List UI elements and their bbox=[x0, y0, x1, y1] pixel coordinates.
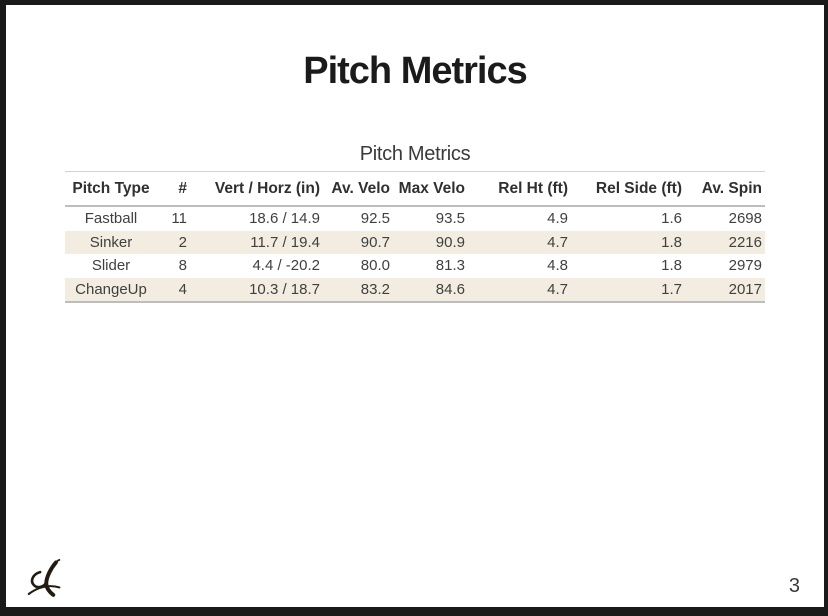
cell-vert-horz: 10.3 / 18.7 bbox=[190, 277, 323, 303]
script-a-logo-icon bbox=[27, 559, 61, 597]
cell-av-velo: 90.7 bbox=[360, 233, 390, 251]
cell-max-velo: 90.9 bbox=[435, 233, 465, 251]
cell-count: 4 bbox=[160, 277, 190, 303]
cell-av-spin: 2216 bbox=[728, 233, 762, 251]
page-number: 3 bbox=[788, 575, 800, 597]
slide-page: Pitch Metrics Pitch Metrics Pitch Type #… bbox=[6, 5, 824, 607]
cell-rel-side: 1.6 bbox=[661, 210, 682, 228]
cell-vert-horz: 4.4 / -20.2 bbox=[252, 257, 320, 275]
column-header-count: # bbox=[160, 171, 190, 207]
cell-rel-side: 1.8 bbox=[661, 233, 682, 251]
cell-vert-horz: 11.7 / 19.4 bbox=[250, 233, 320, 251]
cell-av-spin: 2017 bbox=[685, 277, 765, 303]
column-header-rel-ht: Rel Ht (ft) bbox=[468, 171, 571, 207]
table-row-sinker: Sinker 2 11.7 / 19.4 90.7 90.9 4.7 1.8 2… bbox=[65, 230, 765, 254]
column-header-av-velo: Av. Velo bbox=[323, 171, 393, 207]
column-header-pitch-type: Pitch Type bbox=[65, 171, 160, 207]
cell-pitch-type: ChangeUp bbox=[65, 277, 160, 303]
column-header-av-spin: Av. Spin bbox=[685, 171, 765, 207]
table-body: Fastball 11 18.6 / 14.9 92.5 93.5 4.9 1.… bbox=[65, 206, 765, 303]
cell-rel-ht: 4.9 bbox=[547, 210, 568, 228]
cell-vert-horz: 18.6 / 14.9 bbox=[249, 210, 320, 228]
cell-max-velo: 84.6 bbox=[393, 277, 468, 303]
cell-rel-ht: 4.8 bbox=[547, 257, 568, 275]
cell-rel-ht: 4.7 bbox=[468, 277, 571, 303]
cell-max-velo: 81.3 bbox=[435, 257, 465, 275]
table-row-fastball: Fastball 11 18.6 / 14.9 92.5 93.5 4.9 1.… bbox=[65, 206, 765, 231]
table-caption: Pitch Metrics bbox=[359, 143, 471, 165]
cell-av-velo: 83.2 bbox=[323, 277, 393, 303]
cell-av-velo: 92.5 bbox=[360, 210, 390, 228]
cell-pitch-type: Sinker bbox=[89, 233, 133, 251]
slide-title: Pitch Metrics bbox=[303, 50, 528, 92]
table-row-changeup: ChangeUp 4 10.3 / 18.7 83.2 84.6 4.7 1.7… bbox=[65, 277, 765, 303]
table-header: Pitch Type # Vert / Horz (in) Av. Velo M… bbox=[65, 171, 765, 207]
cell-max-velo: 93.5 bbox=[435, 210, 465, 228]
cell-count: 11 bbox=[171, 210, 187, 228]
cell-pitch-type: Fastball bbox=[84, 210, 138, 228]
cell-count: 8 bbox=[178, 257, 187, 275]
cell-av-spin: 2698 bbox=[728, 210, 762, 228]
pitch-metrics-table: Pitch Type # Vert / Horz (in) Av. Velo M… bbox=[65, 171, 765, 303]
column-header-max-velo: Max Velo bbox=[393, 171, 468, 207]
cell-av-velo: 80.0 bbox=[360, 257, 390, 275]
column-header-vert-horz: Vert / Horz (in) bbox=[190, 171, 323, 207]
column-header-rel-side: Rel Side (ft) bbox=[571, 171, 685, 207]
cell-rel-ht: 4.7 bbox=[547, 233, 568, 251]
cell-av-spin: 2979 bbox=[728, 257, 762, 275]
cell-pitch-type: Slider bbox=[91, 257, 131, 275]
table-row-slider: Slider 8 4.4 / -20.2 80.0 81.3 4.8 1.8 2… bbox=[65, 254, 765, 278]
table-header-row: Pitch Type # Vert / Horz (in) Av. Velo M… bbox=[65, 171, 765, 207]
cell-rel-side: 1.8 bbox=[661, 257, 682, 275]
cell-count: 2 bbox=[178, 233, 187, 251]
cell-rel-side: 1.7 bbox=[571, 277, 685, 303]
